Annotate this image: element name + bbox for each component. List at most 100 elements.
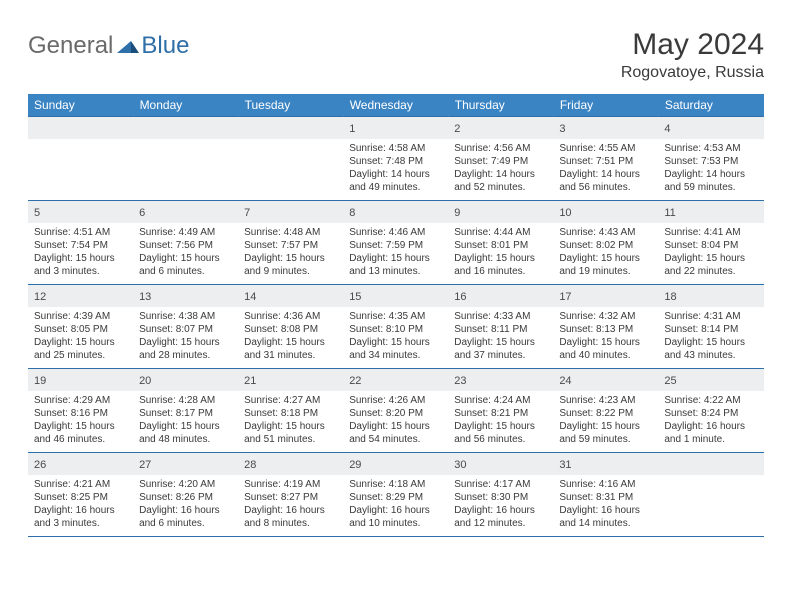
sunset-line: Sunset: 8:31 PM	[559, 491, 652, 504]
day-number: 16	[454, 291, 466, 303]
sunset-line: Sunset: 8:21 PM	[454, 407, 547, 420]
day-number-bar: 4	[658, 117, 763, 139]
day-number-bar: 9	[448, 201, 553, 223]
sunset-line: Sunset: 8:24 PM	[664, 407, 757, 420]
sunrise-line: Sunrise: 4:27 AM	[244, 394, 337, 407]
day-detail: Sunrise: 4:38 AMSunset: 8:07 PMDaylight:…	[133, 307, 238, 368]
sunset-line: Sunset: 8:26 PM	[139, 491, 232, 504]
day-number: 5	[34, 207, 40, 219]
sunset-line: Sunset: 8:07 PM	[139, 323, 232, 336]
sunrise-line: Sunrise: 4:41 AM	[664, 226, 757, 239]
day-number: 4	[664, 123, 670, 135]
day-number-bar: 21	[238, 369, 343, 391]
daylight-line: Daylight: 14 hours and 59 minutes.	[664, 168, 757, 194]
day-number-bar: 8	[343, 201, 448, 223]
sunset-line: Sunset: 7:51 PM	[559, 155, 652, 168]
day-detail: Sunrise: 4:21 AMSunset: 8:25 PMDaylight:…	[28, 475, 133, 536]
sunrise-line: Sunrise: 4:43 AM	[559, 226, 652, 239]
calendar-cell: 20Sunrise: 4:28 AMSunset: 8:17 PMDayligh…	[133, 369, 238, 453]
sunset-line: Sunset: 8:01 PM	[454, 239, 547, 252]
daylight-line: Daylight: 15 hours and 40 minutes.	[559, 336, 652, 362]
day-detail: Sunrise: 4:35 AMSunset: 8:10 PMDaylight:…	[343, 307, 448, 368]
weekday-header: Saturday	[658, 94, 763, 117]
sunset-line: Sunset: 7:59 PM	[349, 239, 442, 252]
weekday-header: Thursday	[448, 94, 553, 117]
daylight-line: Daylight: 15 hours and 13 minutes.	[349, 252, 442, 278]
weekday-header: Monday	[133, 94, 238, 117]
sunset-line: Sunset: 8:16 PM	[34, 407, 127, 420]
day-detail: Sunrise: 4:53 AMSunset: 7:53 PMDaylight:…	[658, 139, 763, 200]
day-number: 6	[139, 207, 145, 219]
calendar-cell: 18 Sunrise: 4:31 AMSunset: 8:14 PMDayligh…	[658, 285, 763, 369]
daylight-line: Daylight: 16 hours and 1 minute.	[664, 420, 757, 446]
sunset-line: Sunset: 8:29 PM	[349, 491, 442, 504]
day-number-bar: 28	[238, 453, 343, 475]
day-number: 15	[349, 291, 361, 303]
day-number	[34, 123, 37, 135]
brand-part1: General	[28, 32, 113, 60]
day-number-bar	[658, 453, 763, 475]
day-number-bar: 20	[133, 369, 238, 391]
calendar-cell: 11Sunrise: 4:41 AMSunset: 8:04 PMDayligh…	[658, 201, 763, 285]
day-detail: Sunrise: 4:28 AMSunset: 8:17 PMDaylight:…	[133, 391, 238, 452]
calendar-cell: 12Sunrise: 4:39 AMSunset: 8:05 PMDayligh…	[28, 285, 133, 369]
calendar-cell: 6 Sunrise: 4:49 AMSunset: 7:56 PMDaylight…	[133, 201, 238, 285]
calendar-cell: 28Sunrise: 4:19 AMSunset: 8:27 PMDayligh…	[238, 453, 343, 537]
day-detail: Sunrise: 4:18 AMSunset: 8:29 PMDaylight:…	[343, 475, 448, 536]
calendar-cell: 17Sunrise: 4:32 AMSunset: 8:13 PMDayligh…	[553, 285, 658, 369]
weekday-header: Tuesday	[238, 94, 343, 117]
day-number: 12	[34, 291, 46, 303]
day-number-bar	[28, 117, 133, 139]
day-detail: Sunrise: 4:49 AMSunset: 7:56 PMDaylight:…	[133, 223, 238, 284]
calendar-cell: 5Sunrise: 4:51 AMSunset: 7:54 PMDaylight…	[28, 201, 133, 285]
day-number-bar: 23	[448, 369, 553, 391]
day-number: 9	[454, 207, 460, 219]
daylight-line: Daylight: 15 hours and 46 minutes.	[34, 420, 127, 446]
day-number-bar: 12	[28, 285, 133, 307]
daylight-line: Daylight: 16 hours and 14 minutes.	[559, 504, 652, 530]
calendar-week-row: 5Sunrise: 4:51 AMSunset: 7:54 PMDaylight…	[28, 201, 764, 285]
sunset-line: Sunset: 8:25 PM	[34, 491, 127, 504]
day-number: 29	[349, 459, 361, 471]
day-detail: Sunrise: 4:26 AMSunset: 8:20 PMDaylight:…	[343, 391, 448, 452]
daylight-line: Daylight: 16 hours and 6 minutes.	[139, 504, 232, 530]
calendar-table: SundayMondayTuesdayWednesdayThursdayFrid…	[28, 94, 764, 537]
daylight-line: Daylight: 15 hours and 3 minutes.	[34, 252, 127, 278]
sunset-line: Sunset: 8:10 PM	[349, 323, 442, 336]
daylight-line: Daylight: 16 hours and 10 minutes.	[349, 504, 442, 530]
sunset-line: Sunset: 8:02 PM	[559, 239, 652, 252]
calendar-cell: 25Sunrise: 4:22 AMSunset: 8:24 PMDayligh…	[658, 369, 763, 453]
day-detail: Sunrise: 4:31 AMSunset: 8:14 PMDaylight:…	[658, 307, 763, 368]
calendar-cell: 29 Sunrise: 4:18 AMSunset: 8:29 PMDayligh…	[343, 453, 448, 537]
sunrise-line: Sunrise: 4:29 AM	[34, 394, 127, 407]
calendar-cell: 26Sunrise: 4:21 AMSunset: 8:25 PMDayligh…	[28, 453, 133, 537]
sunrise-line: Sunrise: 4:18 AM	[349, 478, 442, 491]
day-number: 18	[664, 291, 676, 303]
calendar-week-row: 12Sunrise: 4:39 AMSunset: 8:05 PMDayligh…	[28, 285, 764, 369]
sunset-line: Sunset: 8:30 PM	[454, 491, 547, 504]
day-detail: Sunrise: 4:22 AMSunset: 8:24 PMDaylight:…	[658, 391, 763, 452]
day-number-bar: 26	[28, 453, 133, 475]
sunrise-line: Sunrise: 4:32 AM	[559, 310, 652, 323]
sunrise-line: Sunrise: 4:44 AM	[454, 226, 547, 239]
daylight-line: Daylight: 15 hours and 19 minutes.	[559, 252, 652, 278]
day-number-bar: 15	[343, 285, 448, 307]
calendar-week-row: 1Sunrise: 4:58 AMSunset: 7:48 PMDaylight…	[28, 117, 764, 201]
brand-mark-icon	[117, 35, 139, 58]
daylight-line: Daylight: 15 hours and 6 minutes.	[139, 252, 232, 278]
calendar-cell: 24Sunrise: 4:23 AMSunset: 8:22 PMDayligh…	[553, 369, 658, 453]
day-detail	[133, 139, 238, 197]
day-detail: Sunrise: 4:17 AMSunset: 8:30 PMDaylight:…	[448, 475, 553, 536]
day-detail	[238, 139, 343, 197]
calendar-cell: 8Sunrise: 4:46 AMSunset: 7:59 PMDaylight…	[343, 201, 448, 285]
month-title: May 2024	[621, 28, 764, 62]
sunrise-line: Sunrise: 4:28 AM	[139, 394, 232, 407]
day-number: 24	[559, 375, 571, 387]
day-number-bar: 10	[553, 201, 658, 223]
daylight-line: Daylight: 15 hours and 31 minutes.	[244, 336, 337, 362]
daylight-line: Daylight: 14 hours and 52 minutes.	[454, 168, 547, 194]
title-block: May 2024 Rogovatoye, Russia	[621, 28, 764, 82]
calendar-cell: 13Sunrise: 4:38 AMSunset: 8:07 PMDayligh…	[133, 285, 238, 369]
sunrise-line: Sunrise: 4:49 AM	[139, 226, 232, 239]
daylight-line: Daylight: 15 hours and 51 minutes.	[244, 420, 337, 446]
